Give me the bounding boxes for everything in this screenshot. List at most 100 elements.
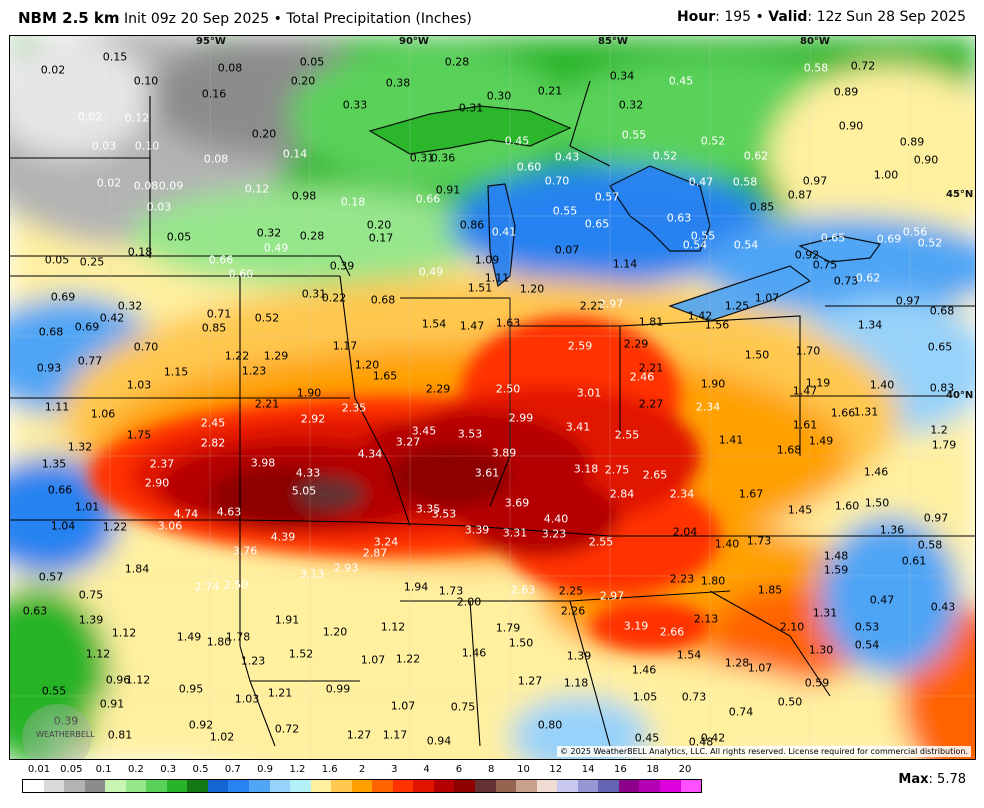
precip-value: 0.73 bbox=[833, 274, 859, 288]
precip-value: 0.12 bbox=[244, 182, 270, 196]
legend-swatch bbox=[125, 780, 147, 792]
legend-swatch bbox=[331, 780, 352, 792]
precip-value: 3.19 bbox=[623, 619, 649, 633]
precip-value: 0.33 bbox=[342, 98, 368, 112]
precip-value: 0.31 bbox=[301, 287, 327, 301]
legend-swatch bbox=[372, 780, 393, 792]
max-value: Max: 5.78 bbox=[898, 772, 966, 787]
header-valid: Hour: 195 • Valid: 12z Sun 28 Sep 2025 bbox=[676, 9, 966, 25]
precip-value: 1.06 bbox=[90, 407, 116, 421]
precip-value: 1.32 bbox=[67, 440, 93, 454]
precip-value: 0.62 bbox=[855, 271, 881, 285]
precip-value: 1.22 bbox=[102, 520, 128, 534]
precip-value: 0.55 bbox=[41, 684, 67, 698]
max-label: Max bbox=[898, 772, 929, 787]
legend-tick-label: 8 bbox=[488, 764, 495, 775]
precip-value: 0.55 bbox=[552, 204, 578, 218]
legend-swatch bbox=[228, 780, 250, 792]
precip-value: 1.00 bbox=[873, 168, 899, 182]
legend-swatch bbox=[310, 780, 332, 792]
legend-swatch bbox=[618, 780, 640, 792]
precip-value: 1.03 bbox=[234, 692, 260, 706]
precip-value: 0.14 bbox=[282, 147, 308, 161]
precip-value: 0.41 bbox=[491, 225, 517, 239]
precip-value: 2.04 bbox=[672, 525, 698, 539]
header-bullet: • bbox=[273, 11, 282, 27]
precip-value: 0.72 bbox=[274, 722, 300, 736]
precip-value: 0.36 bbox=[430, 151, 456, 165]
precip-value: 2.55 bbox=[614, 428, 640, 442]
precip-value: 0.94 bbox=[426, 734, 452, 748]
precip-value: 1.46 bbox=[631, 663, 657, 677]
precip-value: 0.57 bbox=[38, 570, 64, 584]
precip-value: 2.34 bbox=[669, 487, 695, 501]
legend-swatch bbox=[516, 780, 537, 792]
precip-value: 0.17 bbox=[368, 231, 394, 245]
precip-value: 0.58 bbox=[732, 175, 758, 189]
map-canvas bbox=[10, 36, 975, 759]
precip-value: 1.29 bbox=[263, 349, 289, 363]
legend-swatch bbox=[433, 780, 455, 792]
precip-value: 0.28 bbox=[299, 229, 325, 243]
precip-value: 2.00 bbox=[456, 595, 482, 609]
precip-value: 2.50 bbox=[223, 578, 249, 592]
precip-value: 0.91 bbox=[435, 183, 461, 197]
precip-value: 3.06 bbox=[157, 519, 183, 533]
precip-value: 1.18 bbox=[563, 676, 589, 690]
logo-text: WEATHERBELL bbox=[36, 730, 95, 739]
precip-value: 1.42 bbox=[687, 309, 713, 323]
precip-value: 0.77 bbox=[77, 354, 103, 368]
precip-value: 0.85 bbox=[201, 321, 227, 335]
precip-value: 0.73 bbox=[681, 690, 707, 704]
precip-value: 0.86 bbox=[459, 218, 485, 232]
precip-value: 0.47 bbox=[688, 175, 714, 189]
precip-value: 2.25 bbox=[558, 584, 584, 598]
precip-value: 1.05 bbox=[632, 690, 658, 704]
precip-value: 2.97 bbox=[599, 589, 625, 603]
precip-value: 0.05 bbox=[299, 55, 325, 69]
lon-85-label: 85°W bbox=[598, 36, 628, 47]
legend-swatch bbox=[23, 780, 44, 792]
precip-value: 0.20 bbox=[366, 218, 392, 232]
legend-tick-label: 6 bbox=[455, 764, 463, 775]
precip-value: 1.90 bbox=[700, 377, 726, 391]
precip-value: 0.96 bbox=[105, 673, 131, 687]
lat-45-label: 45°N bbox=[946, 189, 974, 200]
precip-value: 0.32 bbox=[618, 98, 644, 112]
legend-tick-label: 0.2 bbox=[127, 764, 144, 775]
precip-value: 0.54 bbox=[682, 238, 708, 252]
precipitation-map[interactable]: 95°W 90°W 85°W 80°W 45°N 40°N 0.02 0.15 0.… bbox=[9, 35, 976, 760]
legend-swatch bbox=[43, 780, 65, 792]
legend-swatch bbox=[249, 780, 270, 792]
precip-value: 0.32 bbox=[117, 299, 143, 313]
precip-value: 2.37 bbox=[149, 457, 175, 471]
precip-value: 4.33 bbox=[295, 466, 321, 480]
precip-value: 1.46 bbox=[461, 646, 487, 660]
precip-value: 3.27 bbox=[395, 435, 421, 449]
precip-value: 1.65 bbox=[372, 369, 398, 383]
precip-value: 0.97 bbox=[923, 511, 949, 525]
valid-label: Valid bbox=[768, 9, 808, 25]
precip-value: 2.26 bbox=[560, 604, 586, 618]
precip-value: 2.90 bbox=[144, 476, 170, 490]
legend-swatch bbox=[84, 780, 106, 792]
precip-value: 2.59 bbox=[567, 339, 593, 353]
legend-tick-label: 2 bbox=[358, 764, 366, 775]
precip-value: 3.01 bbox=[576, 386, 602, 400]
hour-value: 195 bbox=[724, 9, 752, 25]
legend-swatch bbox=[495, 780, 517, 792]
legend-swatch bbox=[290, 780, 311, 792]
precip-value: 0.75 bbox=[78, 588, 104, 602]
precip-value: 0.75 bbox=[450, 700, 476, 714]
precip-value: 0.55 bbox=[690, 229, 716, 243]
precip-value: 1.36 bbox=[879, 523, 905, 537]
precip-value: 0.09 bbox=[158, 179, 184, 193]
precip-value: 3.98 bbox=[250, 456, 276, 470]
legend-swatch bbox=[454, 780, 476, 792]
precip-value: 1.61 bbox=[792, 418, 818, 432]
precip-value: 0.45 bbox=[504, 134, 530, 148]
precip-value: 1.14 bbox=[612, 257, 638, 271]
legend-tick-label: 1.2 bbox=[289, 764, 306, 775]
lat-40-label: 40°N bbox=[946, 390, 974, 401]
precip-value: 0.45 bbox=[634, 731, 660, 745]
